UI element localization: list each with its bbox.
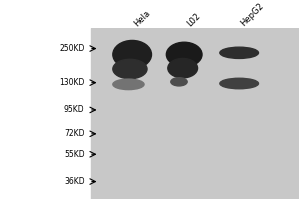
- Text: 250KD: 250KD: [59, 44, 85, 53]
- Text: HepG2: HepG2: [239, 1, 266, 28]
- Ellipse shape: [168, 58, 198, 78]
- Text: 72KD: 72KD: [64, 129, 85, 138]
- Text: 95KD: 95KD: [64, 105, 85, 114]
- Text: 130KD: 130KD: [59, 78, 85, 87]
- Ellipse shape: [113, 79, 144, 90]
- Text: 36KD: 36KD: [64, 177, 85, 186]
- Ellipse shape: [166, 42, 202, 67]
- Text: Hela: Hela: [132, 8, 152, 28]
- Ellipse shape: [113, 59, 147, 79]
- Ellipse shape: [220, 47, 259, 58]
- Ellipse shape: [220, 78, 259, 89]
- Bar: [91, 28, 298, 199]
- Text: 55KD: 55KD: [64, 150, 85, 159]
- Ellipse shape: [171, 78, 187, 86]
- Text: L02: L02: [186, 11, 203, 28]
- Ellipse shape: [113, 40, 152, 69]
